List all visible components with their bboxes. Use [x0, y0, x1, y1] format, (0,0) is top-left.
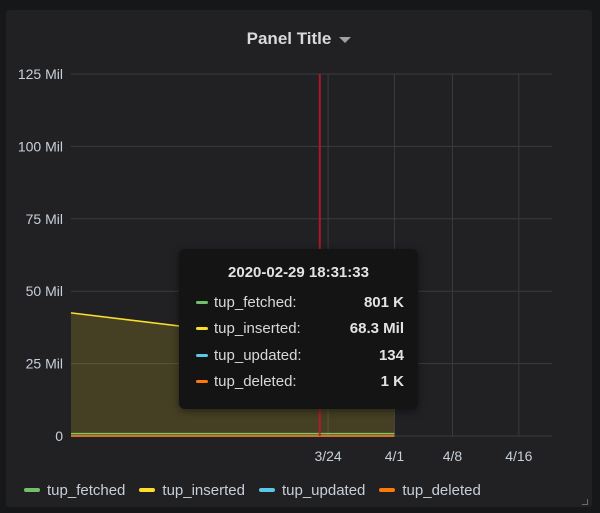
y-tick-label: 125 Mil: [18, 66, 63, 82]
panel-header[interactable]: Panel Title: [6, 24, 592, 54]
tooltip-row: tup_fetched: 801 K: [196, 292, 404, 312]
tooltip-timestamp: 2020-02-29 18:31:33: [228, 264, 369, 281]
y-tick-label: 75 Mil: [26, 211, 63, 227]
series-swatch: [258, 488, 275, 492]
legend-label[interactable]: tup_fetched: [47, 481, 126, 499]
legend-label[interactable]: tup_inserted: [162, 481, 245, 499]
y-tick-label: 100 Mil: [18, 138, 63, 154]
series-swatch: [379, 488, 396, 492]
x-tick-label: 3/24: [314, 448, 341, 464]
series-swatch: [139, 488, 156, 492]
tooltip-series-name: tup_updated:: [214, 346, 302, 364]
hover-tooltip: 2020-02-29 18:31:33 tup_fetched: 801 K t…: [179, 249, 418, 409]
series-swatch: [196, 353, 208, 357]
tooltip-series-value: 134: [378, 346, 404, 364]
panel-title[interactable]: Panel Title: [246, 29, 332, 48]
series-swatch: [24, 488, 40, 492]
tooltip-row: tup_inserted: 68.3 Mil: [196, 318, 404, 338]
tooltip-series-name: tup_fetched:: [214, 293, 297, 311]
series-swatch: [196, 326, 208, 330]
legend-label[interactable]: tup_updated: [281, 481, 366, 499]
tooltip-row: tup_deleted: 1 K: [196, 371, 404, 391]
y-tick-label: 50 Mil: [26, 283, 63, 299]
legend-item-tup-updated[interactable]: tup_updated: [258, 481, 366, 499]
series-swatch: [196, 300, 208, 304]
y-tick-label: 25 Mil: [26, 356, 63, 372]
tooltip-series-value: 801 K: [363, 293, 404, 311]
tooltip-row: tup_updated: 134: [196, 345, 404, 365]
legend-label[interactable]: tup_deleted: [402, 481, 481, 499]
tooltip-series-value: 68.3 Mil: [349, 319, 404, 337]
legend-item-tup-fetched[interactable]: tup_fetched: [24, 482, 125, 499]
chart-legend: tup_fetched tup_inserted tup_updated tup…: [24, 480, 481, 500]
tooltip-series-name: tup_inserted:: [214, 319, 301, 337]
x-tick-label: 4/1: [385, 448, 405, 464]
series-swatch: [196, 379, 208, 383]
legend-item-tup-deleted[interactable]: tup_deleted: [379, 481, 481, 499]
x-tick-label: 4/16: [505, 448, 532, 464]
chevron-down-icon[interactable]: [339, 37, 352, 43]
legend-item-tup-inserted[interactable]: tup_inserted: [139, 482, 245, 499]
y-tick-label: 0: [55, 428, 63, 444]
panel-resize-handle[interactable]: [582, 499, 588, 505]
tooltip-series-name: tup_deleted:: [214, 372, 297, 390]
tooltip-series-value: 1 K: [380, 372, 404, 390]
x-tick-label: 4/8: [443, 448, 463, 464]
